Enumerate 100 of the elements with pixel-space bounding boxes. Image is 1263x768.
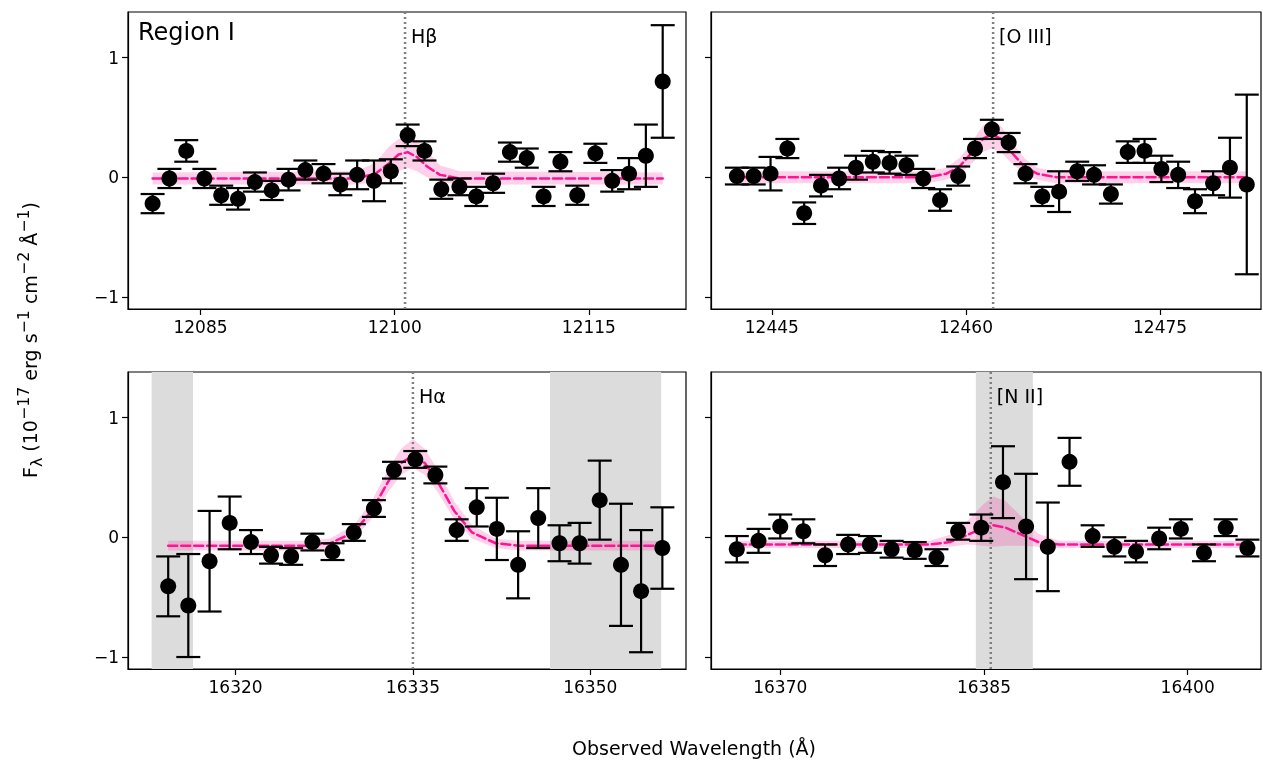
point xyxy=(382,163,399,180)
y-tick-label: 0 xyxy=(108,167,119,188)
point xyxy=(1187,193,1203,210)
point xyxy=(242,534,259,551)
point xyxy=(1151,530,1168,547)
point xyxy=(1000,134,1017,151)
point xyxy=(1217,519,1234,536)
point xyxy=(745,168,762,185)
point xyxy=(633,583,650,600)
point xyxy=(196,170,213,187)
point xyxy=(280,171,297,188)
point xyxy=(485,175,502,192)
point xyxy=(416,142,433,159)
point xyxy=(1106,538,1123,555)
point xyxy=(906,542,923,559)
point xyxy=(297,162,314,179)
point xyxy=(654,540,671,557)
y-tick-label: 0 xyxy=(108,527,119,548)
x-tick-label: 16400 xyxy=(1160,676,1215,697)
point xyxy=(1195,544,1212,561)
point xyxy=(332,176,349,193)
point xyxy=(1051,183,1068,200)
point xyxy=(246,174,263,191)
point xyxy=(230,190,247,207)
point xyxy=(795,523,812,540)
point xyxy=(451,178,468,195)
point xyxy=(1153,160,1170,177)
x-tick-label: 16335 xyxy=(385,676,440,697)
point xyxy=(637,147,654,164)
x-tick-label: 12115 xyxy=(561,316,616,337)
point xyxy=(569,187,586,204)
point xyxy=(772,518,789,535)
point xyxy=(881,154,898,171)
point xyxy=(1221,159,1238,176)
x-tick-label: 16385 xyxy=(956,676,1012,697)
point xyxy=(263,182,280,199)
y-tick-label: −1 xyxy=(93,287,119,308)
point xyxy=(813,177,829,194)
point xyxy=(762,165,779,182)
point xyxy=(928,549,945,566)
x-tick-label: 16320 xyxy=(208,676,263,697)
point xyxy=(324,543,341,560)
point xyxy=(433,181,450,198)
point xyxy=(728,168,745,185)
point xyxy=(283,548,300,565)
point xyxy=(840,536,857,553)
ref-line-label: [N II] xyxy=(996,384,1044,407)
point xyxy=(468,188,485,205)
y-tick-label: −1 xyxy=(93,647,119,668)
point xyxy=(1102,186,1119,203)
x-tick-label: 12085 xyxy=(173,316,228,337)
point xyxy=(427,467,444,483)
point xyxy=(1170,166,1187,183)
point xyxy=(621,165,638,182)
point xyxy=(386,462,402,479)
point xyxy=(883,541,900,558)
point xyxy=(448,522,465,539)
ref-line-label: Hα xyxy=(418,384,446,407)
point xyxy=(1136,142,1153,159)
point xyxy=(750,532,767,549)
point xyxy=(1119,144,1136,161)
point xyxy=(530,510,547,527)
y-tick-label: 1 xyxy=(108,407,119,428)
point xyxy=(1061,453,1078,470)
point xyxy=(915,170,932,187)
x-tick-label: 12475 xyxy=(1133,316,1188,337)
point xyxy=(180,597,197,614)
point xyxy=(973,519,990,536)
point xyxy=(221,514,238,531)
x-tick-label: 12460 xyxy=(938,316,993,337)
point xyxy=(861,536,878,553)
point xyxy=(1172,520,1189,537)
point xyxy=(796,205,813,222)
x-tick-label: 16350 xyxy=(563,676,618,697)
point xyxy=(1018,518,1035,535)
point xyxy=(468,499,485,516)
point xyxy=(366,172,382,189)
point xyxy=(817,547,834,564)
point xyxy=(552,153,569,170)
point xyxy=(178,142,195,159)
point xyxy=(728,541,745,558)
point xyxy=(399,127,416,144)
point xyxy=(365,500,382,517)
point xyxy=(1034,188,1051,205)
point xyxy=(551,535,568,552)
point xyxy=(1039,538,1056,555)
point xyxy=(1017,165,1034,182)
point xyxy=(201,553,218,570)
point xyxy=(345,524,362,541)
point xyxy=(571,535,588,552)
point xyxy=(1239,540,1256,557)
point xyxy=(144,195,161,212)
point xyxy=(315,165,332,182)
x-axis-title: Observed Wavelength (Å) xyxy=(571,737,817,759)
point xyxy=(591,492,608,509)
point xyxy=(518,150,535,167)
point xyxy=(263,547,280,564)
point xyxy=(535,188,552,205)
point xyxy=(1238,176,1255,193)
point xyxy=(604,172,621,189)
